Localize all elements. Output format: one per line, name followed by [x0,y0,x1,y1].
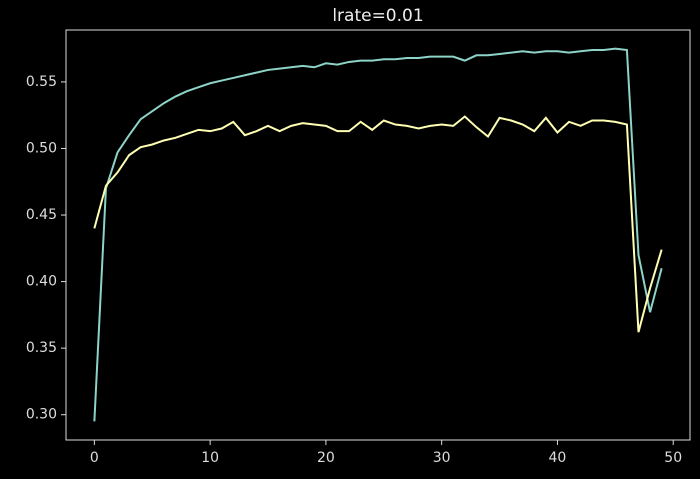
x-tick-label: 50 [664,450,682,466]
y-tick-label: 0.50 [26,140,57,156]
line-series [93,47,663,422]
x-tick-label: 0 [90,450,99,466]
y-tick-label: 0.35 [26,340,57,356]
x-tick-label: 40 [549,450,567,466]
y-tick-label: 0.55 [26,74,57,90]
y-tick-label: 0.45 [26,207,57,223]
x-tick-label: 30 [433,450,451,466]
y-tick-label: 0.40 [26,274,57,290]
x-tick-label: 20 [317,450,335,466]
plot-frame [65,29,691,441]
chart-title: lrate=0.01 [332,6,423,26]
line-series [93,115,663,333]
y-tick-label: 0.30 [26,407,57,423]
x-tick-label: 10 [201,450,219,466]
